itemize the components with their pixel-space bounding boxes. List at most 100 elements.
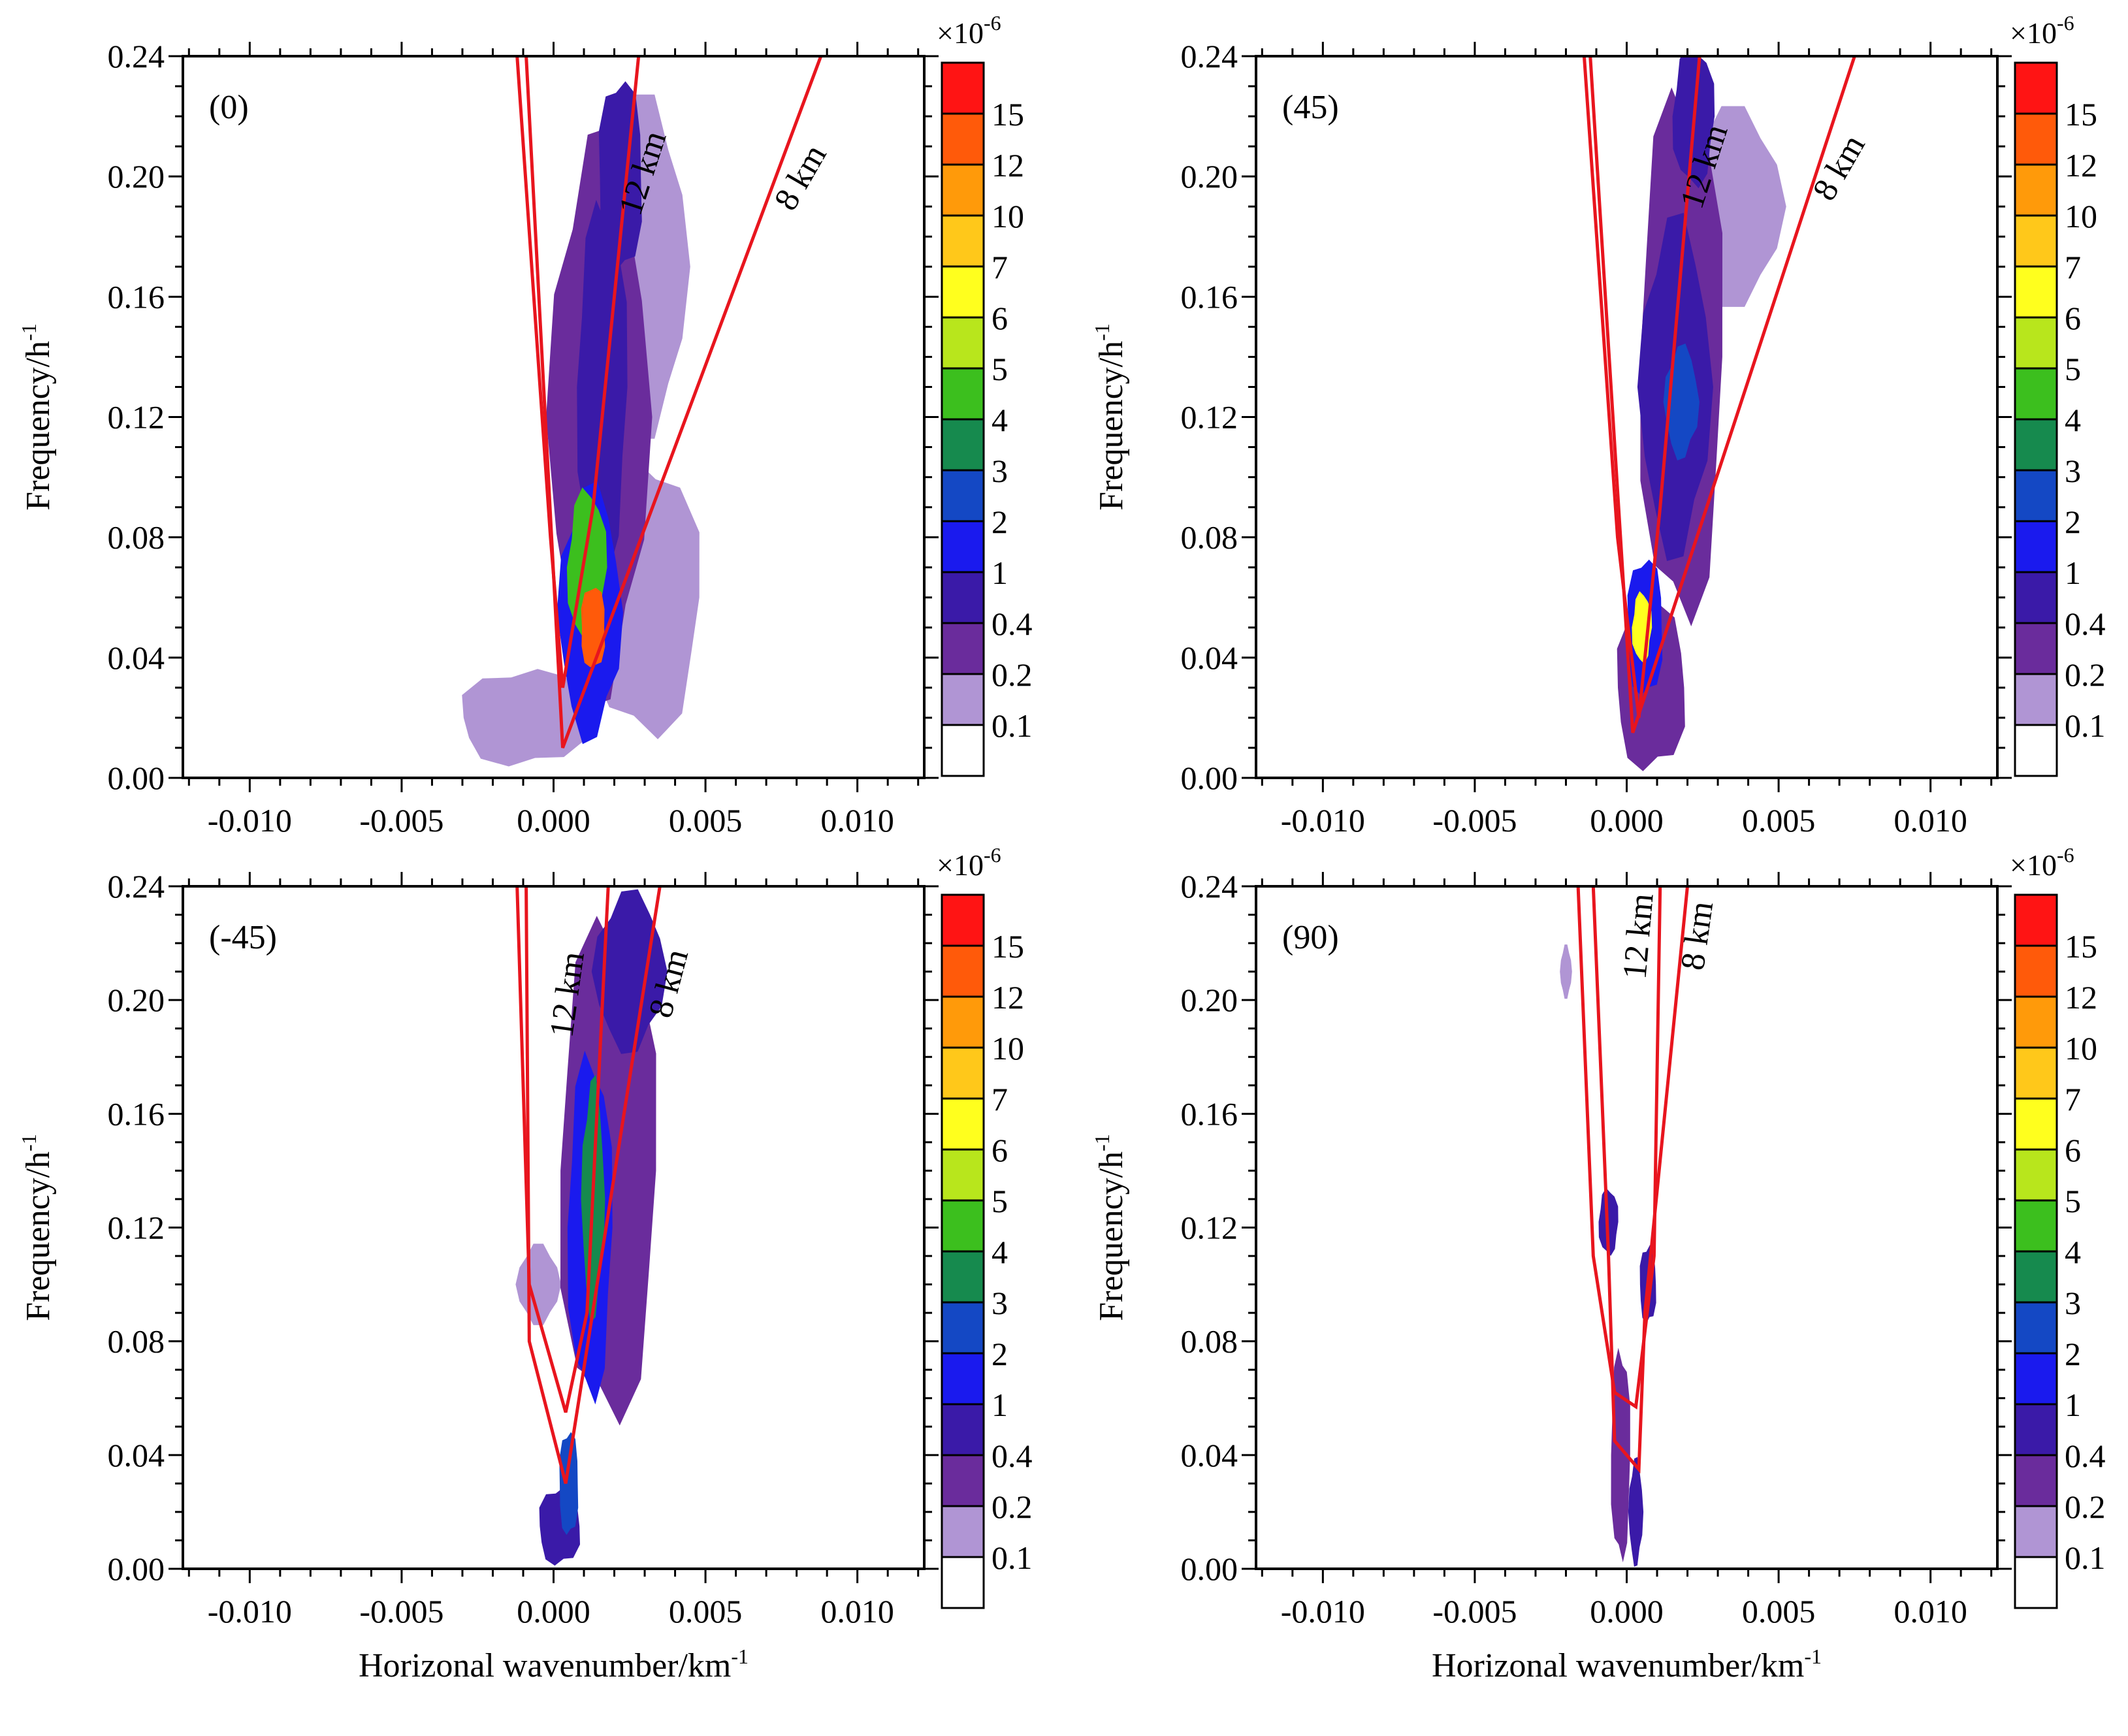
colorbar-label: 6 <box>2065 300 2081 336</box>
colorbar-swatch <box>2014 1046 2058 1100</box>
colorbar-swatch <box>941 112 985 166</box>
y-tick-label: 0.24 <box>1181 38 1238 74</box>
colorbar-swatch <box>2014 1352 2058 1406</box>
colorbar-label: 1 <box>991 1387 1008 1423</box>
colorbar-swatch <box>941 367 985 421</box>
heatmap-cell <box>581 588 605 667</box>
line-label: 8 km <box>1806 129 1873 207</box>
x-tick-label: -0.010 <box>208 802 292 839</box>
y-tick-label: 0.04 <box>1181 1437 1238 1473</box>
colorbar: 15 12 10 7 6 5 4 3 2 1 0.4 0.2 0.1 ×10-6 <box>937 11 1033 777</box>
y-tick-label: 0.12 <box>1181 399 1238 436</box>
line-12-km <box>1576 886 1662 1410</box>
colorbar-swatch <box>941 1403 985 1456</box>
colorbar-label: 0.4 <box>2065 605 2106 642</box>
colorbar-label: 4 <box>991 402 1008 438</box>
x-tick-label: -0.005 <box>1432 1593 1517 1630</box>
colorbar-label: 7 <box>991 1081 1008 1117</box>
y-tick-label: 0.24 <box>1181 868 1238 905</box>
heatmap-cell <box>591 889 668 1054</box>
colorbar-label: 3 <box>2065 1285 2081 1321</box>
colorbar-label: 0.2 <box>2065 656 2106 693</box>
colorbar-label: 12 <box>2065 979 2097 1016</box>
y-tick-label: 0.12 <box>108 1210 165 1246</box>
colorbar-swatch <box>941 571 985 624</box>
y-tick-label: 0.20 <box>1181 158 1238 195</box>
colorbar-swatch <box>2014 1454 2058 1507</box>
colorbar-swatch <box>2014 61 2058 115</box>
colorbar-label: 4 <box>2065 402 2081 438</box>
line-12-km <box>515 56 641 688</box>
colorbar-label: 7 <box>2065 1081 2081 1117</box>
colorbar-label: 3 <box>991 1285 1008 1321</box>
colorbar-label: 0.1 <box>991 1539 1033 1576</box>
colorbar-label: 4 <box>2065 1234 2081 1270</box>
heatmap-field <box>462 81 700 767</box>
colorbar-swatch <box>2014 316 2058 370</box>
y-tick-label: 0.20 <box>1181 982 1238 1018</box>
colorbar-label: 12 <box>991 979 1024 1016</box>
colorbar-swatch <box>2014 1250 2058 1304</box>
colorbar-label: 15 <box>991 928 1024 965</box>
y-tick-label: 0.12 <box>108 399 165 436</box>
colorbar-label: 15 <box>2065 928 2097 965</box>
colorbar-scale: ×10-6 <box>937 11 1001 50</box>
colorbar-label: 2 <box>2065 504 2081 540</box>
colorbar-scale: ×10-6 <box>2010 843 2074 882</box>
colorbar-label: 0.1 <box>991 707 1033 744</box>
colorbar-swatch <box>2014 367 2058 421</box>
colorbar-label: 6 <box>991 1132 1008 1168</box>
colorbar-swatch <box>2014 520 2058 573</box>
colorbar-swatch <box>941 520 985 573</box>
x-tick-label: 0.010 <box>820 802 894 839</box>
panel-label: (90) <box>1282 919 1339 956</box>
x-tick-label: -0.010 <box>1281 1593 1365 1630</box>
colorbar-label: 0.1 <box>2065 1539 2106 1576</box>
colorbar-swatch <box>2014 673 2058 726</box>
panel-label: (0) <box>209 89 249 126</box>
x-tick-label: 0.010 <box>1894 802 1967 839</box>
colorbar-swatch <box>2014 112 2058 166</box>
y-tick-label: 0.00 <box>1181 1551 1238 1587</box>
y-tick-label: 0.08 <box>108 519 165 556</box>
colorbar-label: 2 <box>991 504 1008 540</box>
x-tick-label: 0.005 <box>669 802 743 839</box>
colorbar-label: 12 <box>991 147 1024 184</box>
colorbar-swatch <box>2014 1505 2058 1558</box>
colorbar-scale: ×10-6 <box>2010 11 2074 50</box>
colorbar-label: 12 <box>2065 147 2097 184</box>
colorbar-label: 15 <box>991 96 1024 133</box>
colorbar-swatch <box>941 622 985 675</box>
y-tick-label: 0.24 <box>108 38 165 74</box>
colorbar-swatch <box>941 1046 985 1100</box>
colorbar-label: 2 <box>2065 1336 2081 1372</box>
colorbar-swatch <box>941 214 985 268</box>
panel-label: (-45) <box>209 919 277 956</box>
y-tick-label: 0.20 <box>108 158 165 195</box>
colorbar-swatch <box>2014 469 2058 522</box>
y-tick-label: 0.00 <box>1181 760 1238 796</box>
colorbar-swatch <box>941 1505 985 1558</box>
colorbar-label: 0.2 <box>2065 1488 2106 1525</box>
panel-4: 12 km 8 km(90)0.000.040.080.120.160.200.2… <box>1090 843 2106 1684</box>
line-label: 12 km <box>1616 892 1660 981</box>
colorbar-swatch <box>941 673 985 726</box>
heatmap-cell <box>515 1244 562 1325</box>
y-tick-label: 0.16 <box>1181 278 1238 315</box>
colorbar-label: 5 <box>2065 1183 2081 1219</box>
colorbar-swatch <box>941 418 985 472</box>
colorbar-label: 0.4 <box>991 605 1033 642</box>
colorbar-label: 10 <box>2065 198 2097 234</box>
y-tick-label: 0.08 <box>1181 1323 1238 1360</box>
y-tick-label: 0.04 <box>108 639 165 676</box>
y-tick-label: 0.04 <box>108 1437 165 1473</box>
heatmap-cell <box>462 669 585 767</box>
colorbar-swatch <box>2014 1148 2058 1202</box>
colorbar-swatch <box>2014 265 2058 319</box>
y-tick-label: 0.08 <box>108 1323 165 1360</box>
heatmap-cell <box>1560 944 1572 999</box>
colorbar-swatch <box>941 61 985 115</box>
colorbar-swatch <box>941 316 985 370</box>
colorbar-swatch <box>2014 995 2058 1049</box>
